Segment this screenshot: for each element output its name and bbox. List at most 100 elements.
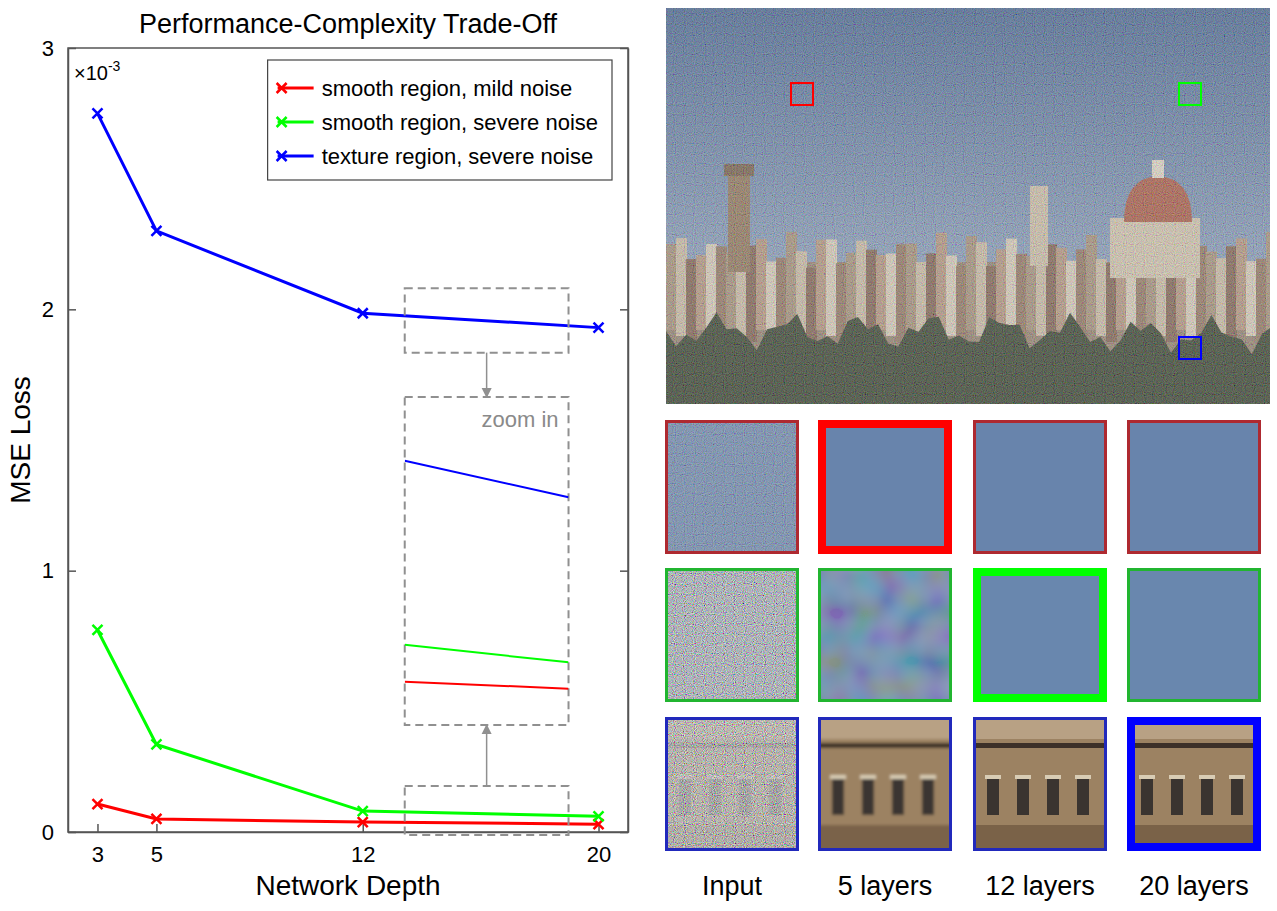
window — [862, 779, 874, 815]
patch — [818, 420, 952, 554]
legend-label: smooth region, mild noise — [322, 76, 573, 101]
window-frame — [1075, 775, 1091, 779]
zoom-line — [405, 461, 569, 498]
tick-label: 3 — [42, 36, 54, 61]
photo — [666, 8, 1270, 404]
legend: smooth region, mild noise smooth region, … — [268, 60, 612, 180]
patch-content — [818, 420, 952, 554]
y-right-tick — [620, 309, 628, 310]
y-scale-exponent: -3 — [108, 58, 121, 74]
tick-label: 2 — [42, 297, 54, 322]
patch — [818, 568, 952, 702]
marker — [277, 83, 287, 93]
marker — [277, 151, 287, 161]
photo-region-box — [1179, 83, 1201, 105]
patch-frame-highlight — [822, 424, 948, 550]
patch — [973, 717, 1107, 851]
tick-label: 3 — [92, 842, 104, 867]
patch-fill — [665, 420, 799, 554]
wall-lower — [973, 825, 1107, 851]
window — [892, 779, 904, 815]
marker — [92, 799, 102, 809]
y-scale-label: ×10-3 — [74, 58, 121, 84]
patch-texture — [1127, 717, 1261, 851]
wall — [973, 717, 1107, 851]
y-right-tick — [620, 571, 628, 572]
window-frame — [1169, 775, 1185, 779]
tick-mark — [68, 309, 76, 311]
legend-label: texture region, severe noise — [322, 144, 594, 169]
patch — [818, 717, 952, 851]
y-right-tick — [620, 48, 628, 49]
tick-label: 1 — [42, 558, 54, 583]
patch-frame-highlight — [1131, 721, 1257, 847]
photo-sky — [666, 8, 1270, 404]
patch-frame — [667, 422, 798, 553]
tick-mark — [97, 824, 99, 832]
canvas: 0123351220Performance-Complexity Trade-O… — [0, 0, 1277, 911]
window-frame — [830, 775, 846, 779]
tick-mark — [156, 824, 158, 832]
marker — [92, 625, 102, 635]
y-tick: 3 — [42, 36, 76, 61]
tick-mark — [362, 824, 364, 832]
window-frame — [1229, 775, 1245, 779]
patch-content — [1127, 717, 1261, 851]
roof — [818, 717, 952, 739]
patch-fill — [1127, 420, 1261, 554]
patch-content — [665, 568, 799, 702]
patch-texture — [818, 717, 952, 851]
patch-texture — [973, 717, 1107, 851]
wall — [665, 717, 799, 851]
tick-mark — [620, 48, 628, 50]
patch-fill — [818, 420, 952, 554]
tick-label: 0 — [42, 820, 54, 845]
patch-frame — [975, 719, 1106, 850]
y-axis-title: MSE Loss — [5, 376, 36, 504]
patch — [665, 568, 799, 702]
marker — [358, 308, 368, 318]
window — [987, 779, 999, 815]
y-right-axis — [620, 49, 629, 833]
patch-frame — [1129, 422, 1260, 553]
window — [1171, 779, 1183, 815]
patch-frame — [1129, 570, 1260, 701]
figure: 0123351220Performance-Complexity Trade-O… — [0, 0, 1277, 911]
axis-line — [628, 49, 630, 833]
tick-mark — [620, 309, 628, 311]
patch-frame — [667, 570, 798, 701]
marker — [151, 739, 161, 749]
series-line — [97, 630, 598, 816]
tick-label: 5 — [151, 842, 163, 867]
marker — [277, 117, 287, 127]
tick-mark — [68, 570, 76, 572]
y-tick: 2 — [42, 297, 76, 322]
patch-frame — [820, 719, 951, 850]
x-tick: 5 — [151, 824, 163, 867]
patch — [1127, 568, 1261, 702]
patch-content — [818, 717, 952, 851]
column-label: 12 layers — [985, 871, 1095, 901]
window — [922, 779, 934, 815]
y-axis: 0 1 2 3 — [42, 36, 76, 845]
tick-mark — [620, 570, 628, 572]
window-frame — [860, 775, 876, 779]
patch-frame — [667, 719, 798, 850]
patch-blotch — [818, 568, 952, 702]
window — [1201, 779, 1213, 815]
chart-title: Performance-Complexity Trade-Off — [139, 9, 558, 39]
patch-fill — [818, 568, 952, 702]
ledge — [818, 743, 952, 748]
window — [1077, 779, 1089, 815]
column-label: Input — [702, 871, 763, 901]
patch-content — [973, 717, 1107, 851]
legend-label: smooth region, severe noise — [322, 110, 598, 135]
wall-lower — [818, 825, 952, 851]
patch-noise — [665, 420, 799, 554]
x-axis-title: Network Depth — [255, 870, 440, 901]
photo-region-box — [791, 83, 813, 105]
y-tick: 1 — [42, 558, 76, 583]
patch-content — [1127, 568, 1261, 702]
marker — [358, 806, 368, 816]
patch-fill — [665, 568, 799, 702]
